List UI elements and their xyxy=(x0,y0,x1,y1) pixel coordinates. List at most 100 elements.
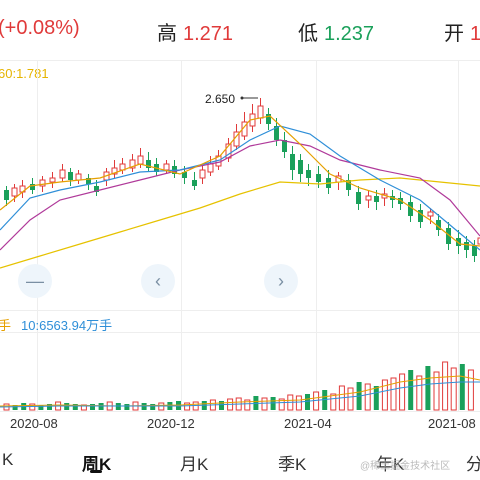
candle xyxy=(374,196,379,202)
candle xyxy=(316,174,321,182)
ma60-line xyxy=(0,177,480,269)
tab-day-k[interactable]: K xyxy=(2,450,14,469)
volume-ma10-line xyxy=(0,381,480,408)
axis-label: 2020-08 xyxy=(10,416,58,431)
volume-bar xyxy=(450,367,457,411)
candle xyxy=(306,170,311,178)
volume-bar xyxy=(305,394,310,410)
volume-bar xyxy=(72,404,78,410)
candle xyxy=(192,180,197,186)
volume-legend-ma10: 10:6563.94万手 xyxy=(21,318,113,333)
volume-bar xyxy=(270,397,276,410)
volume-bar xyxy=(381,379,388,411)
axis-label: 2021-04 xyxy=(284,416,332,431)
candle xyxy=(446,228,451,244)
low-label: 低 xyxy=(298,23,318,45)
kline-chart[interactable]: 2.650 xyxy=(0,60,480,310)
volume-bar xyxy=(219,401,224,410)
volume-bar xyxy=(459,364,465,410)
candle xyxy=(137,155,144,165)
volume-chart[interactable] xyxy=(0,332,480,412)
high-label: 高 xyxy=(157,23,177,45)
candle xyxy=(418,210,423,222)
candle xyxy=(456,238,461,246)
scroll-left-button[interactable]: ‹ xyxy=(141,264,175,298)
tab-week-k[interactable]: 周K xyxy=(82,455,112,474)
open-label: 开 xyxy=(444,23,464,45)
volume-legend-ma5: 手 xyxy=(0,318,12,333)
volume-bar xyxy=(347,387,354,411)
candle xyxy=(257,105,264,119)
volume-bar xyxy=(261,397,268,411)
volume-bar xyxy=(244,399,251,411)
ma-legend: 60:1.781 xyxy=(0,66,49,81)
candle xyxy=(111,167,118,175)
minus-icon: — xyxy=(26,270,44,291)
grid-line xyxy=(316,60,317,412)
candle xyxy=(49,177,56,183)
candle xyxy=(346,180,351,190)
volume-bar xyxy=(416,375,423,411)
grid-line xyxy=(0,310,480,311)
volume-bar xyxy=(29,403,36,411)
axis-label: 2021-08 xyxy=(428,416,476,431)
candle xyxy=(356,192,361,204)
candle xyxy=(86,178,91,184)
candle xyxy=(266,114,271,124)
candle xyxy=(298,160,303,174)
grid-line xyxy=(37,60,38,412)
ma10-line xyxy=(0,125,480,251)
tab-minute[interactable]: 分 xyxy=(466,455,480,474)
high-value: 1.271 xyxy=(183,23,234,45)
candle xyxy=(182,172,187,178)
candle xyxy=(436,220,441,230)
grid-line xyxy=(0,411,480,412)
candle xyxy=(11,187,18,197)
candle xyxy=(163,163,170,171)
candle xyxy=(207,163,214,173)
volume-bar xyxy=(64,403,70,410)
low-value: 1.237 xyxy=(324,23,375,45)
tab-quarter-k[interactable]: 季K xyxy=(278,455,307,474)
tab-month-k[interactable]: 月K xyxy=(180,455,209,474)
active-tab-indicator xyxy=(90,470,102,473)
volume-bar xyxy=(330,393,337,411)
candle xyxy=(75,173,82,181)
high-annotation: 2.650 xyxy=(205,92,235,106)
volume-bar xyxy=(150,404,156,410)
volume-bars-group xyxy=(3,361,474,411)
chevron-right-icon: › xyxy=(278,270,284,291)
candle xyxy=(365,195,372,201)
scroll-right-button[interactable]: › xyxy=(264,264,298,298)
open-value: 1 xyxy=(470,23,480,45)
period-tabs: K 周K 月K 季K 年K 分 xyxy=(0,440,480,480)
grid-line xyxy=(181,60,182,412)
grid-line xyxy=(0,60,480,61)
ma20-line xyxy=(0,139,480,251)
candle xyxy=(427,211,434,217)
minus-button[interactable]: — xyxy=(18,264,52,298)
candle xyxy=(472,246,477,256)
candle xyxy=(39,179,46,187)
volume-bar xyxy=(124,404,130,410)
tab-year-k[interactable]: 年K xyxy=(376,455,405,474)
ma5-line xyxy=(0,115,480,247)
candle xyxy=(146,160,151,168)
volume-bar xyxy=(184,402,191,411)
watermark: @稀土掘金技术社区 xyxy=(360,461,451,472)
grid-line xyxy=(0,332,480,333)
volume-bar xyxy=(47,404,52,410)
volume-bar xyxy=(98,403,104,410)
candle xyxy=(4,190,9,200)
volume-ma5-line xyxy=(0,375,480,407)
candle xyxy=(94,186,99,192)
low-stat: 低 1.237 xyxy=(298,17,374,46)
volume-bar xyxy=(38,405,44,410)
volume-bar xyxy=(390,377,397,411)
chevron-left-icon: ‹ xyxy=(155,270,161,291)
time-axis: 2020-08 2020-12 2021-04 2021-08 xyxy=(0,416,480,432)
candle xyxy=(30,184,35,190)
high-stat: 高 1.271 xyxy=(157,17,233,46)
